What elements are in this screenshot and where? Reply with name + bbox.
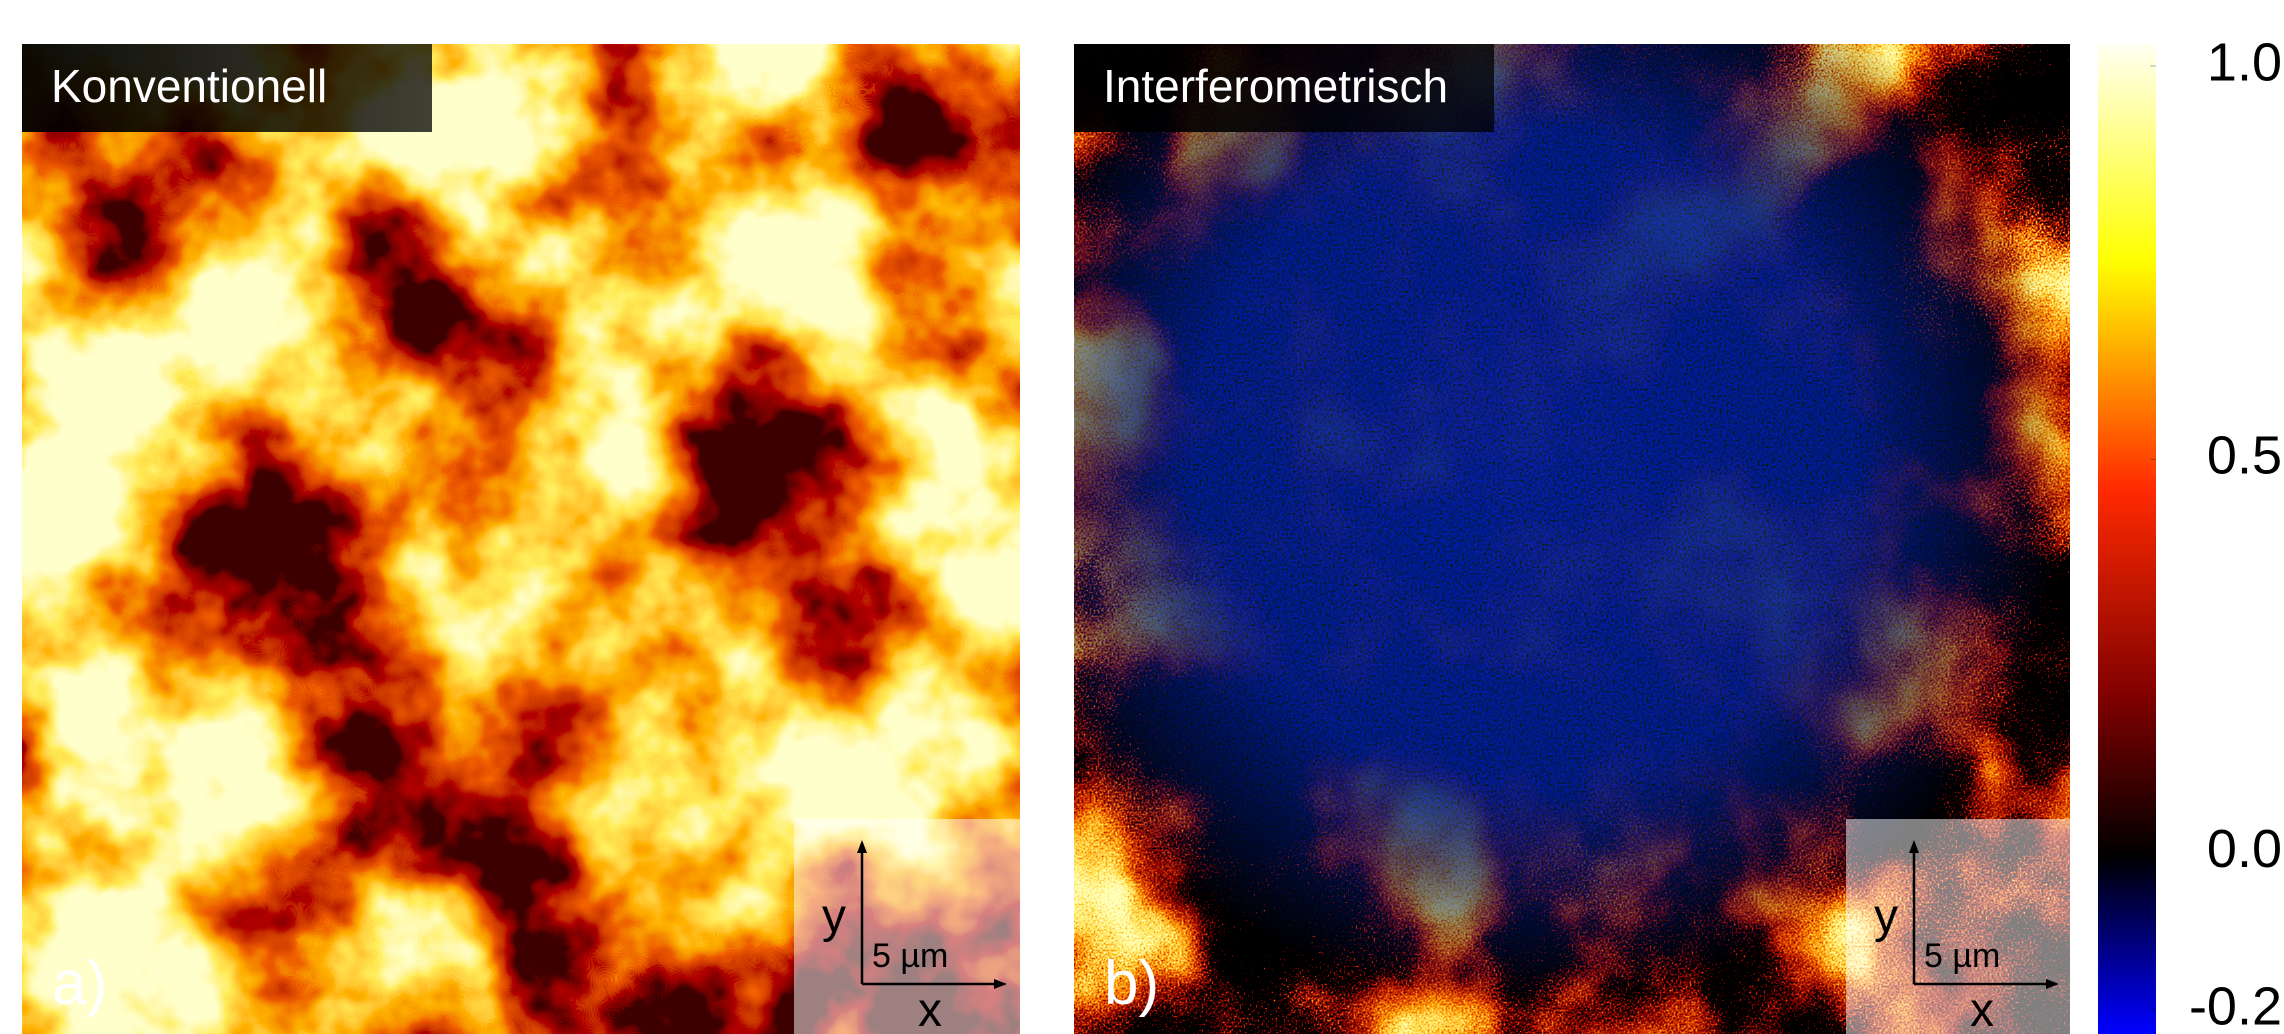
colorbar-tick-label: 0.0 (2207, 819, 2282, 879)
page: Konventionell a) y 5 µm x Interferometrisch b)… (0, 0, 2284, 1034)
colorbar (2098, 44, 2156, 1034)
panel-title: Konventionell (51, 60, 327, 112)
figure: Konventionell a) y 5 µm x Interferometrisch b)… (0, 0, 2284, 1034)
axis-x-label: x (918, 984, 942, 1034)
colorbar-ticks: 1.0 0.5 0.0 -0.2 (2150, 32, 2282, 1034)
axis-y-label: y (822, 890, 846, 943)
axis-y-label: y (1874, 890, 1898, 943)
colorbar-tick-label: 1.0 (2207, 32, 2282, 92)
scalebar-label: 5 µm (872, 937, 948, 975)
panel-label: b) (1104, 949, 1159, 1018)
colorbar-tick-label: -0.2 (2189, 976, 2282, 1034)
panel-label: a) (52, 949, 107, 1018)
colorbar-tick-label: 0.5 (2207, 426, 2282, 486)
axis-x-label: x (1970, 984, 1994, 1034)
panel-title: Interferometrisch (1103, 60, 1448, 112)
scalebar-label: 5 µm (1924, 937, 2000, 975)
